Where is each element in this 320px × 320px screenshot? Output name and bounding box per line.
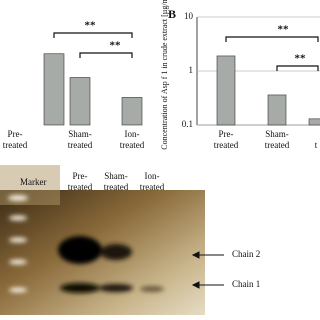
x-tick-label: Sham-treated xyxy=(68,129,93,150)
x-tick-label: Pre-treated xyxy=(3,129,28,150)
gel-image xyxy=(0,165,205,315)
band-label: Chain 2 xyxy=(232,249,260,259)
bar xyxy=(308,118,320,126)
significance-label: ** xyxy=(110,40,122,52)
significance-label: ** xyxy=(295,53,307,65)
y-axis-title: Concentration of Asp f 1 in crude extrac… xyxy=(160,0,169,150)
significance-bracket xyxy=(79,52,133,58)
x-tick-label: Ion-treated xyxy=(120,129,145,150)
x-tick-label: Sham-treated xyxy=(265,129,290,150)
significance-label: ** xyxy=(278,24,290,36)
y-tick-label: 1 xyxy=(189,65,194,75)
lane-label: Marker xyxy=(20,177,47,187)
significance-bracket xyxy=(53,32,133,38)
bar xyxy=(216,55,236,126)
significance-bracket xyxy=(276,65,319,71)
y-tick-label: 10 xyxy=(184,11,194,21)
lane-label: Ion-treated xyxy=(140,171,165,192)
lane-label: Pre-treated xyxy=(68,171,93,192)
significance-label: ** xyxy=(85,20,97,32)
bar xyxy=(69,77,91,126)
band-label: Chain 1 xyxy=(232,279,260,289)
significance-bracket xyxy=(225,36,319,42)
x-tick-label: Pre-treated xyxy=(214,129,239,150)
bar xyxy=(121,97,143,126)
arrow xyxy=(191,251,224,289)
bar xyxy=(267,94,287,126)
lane-label: Sham-treated xyxy=(104,171,129,192)
panel-label: B xyxy=(168,7,176,21)
y-tick-label: 0.1 xyxy=(182,119,193,129)
bar xyxy=(43,53,65,126)
x-tick-label: t xyxy=(315,140,318,150)
